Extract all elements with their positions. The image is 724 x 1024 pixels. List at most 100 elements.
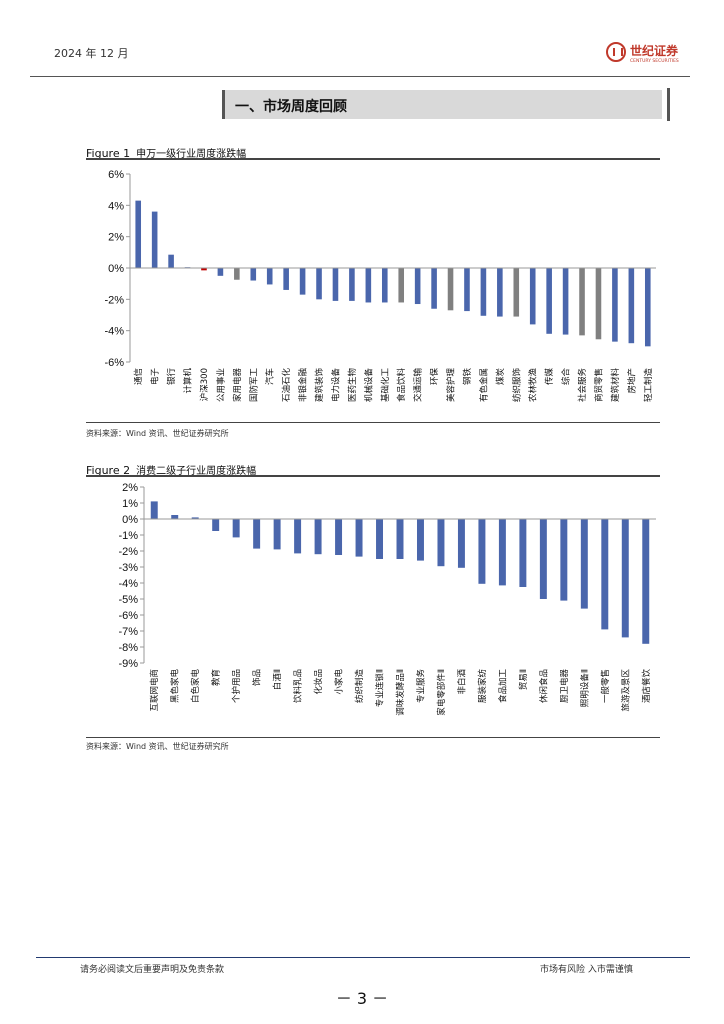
section-title: 一、市场周度回顾: [235, 99, 347, 115]
bar: [234, 268, 240, 280]
figure-1-desc: 申万一级行业周度涨跌幅: [136, 149, 247, 160]
x-tick-label: 饮料乳品: [293, 669, 304, 703]
bar: [539, 519, 547, 599]
footer-disclaimer: 请务必阅读文后重要声明及免责条款: [80, 965, 225, 975]
header-divider: [30, 76, 690, 77]
y-tick-label: 2%: [122, 482, 138, 494]
bar: [464, 268, 470, 312]
x-tick-label: 化妆品: [313, 669, 324, 695]
x-tick-label: 专业服务: [415, 669, 426, 704]
x-tick-label: 房地产: [626, 368, 637, 394]
bar: [529, 268, 536, 325]
x-tick-label: 医药生物: [347, 368, 358, 403]
figure-1-title: Figure 1 申万一级行业周度涨跌幅: [86, 145, 246, 160]
bar: [250, 268, 257, 281]
bar: [349, 268, 355, 301]
section-heading-box: 一、市场周度回顾: [222, 88, 670, 121]
x-tick-label: 计算机: [183, 368, 194, 394]
bar: [283, 268, 289, 290]
bar: [355, 519, 363, 557]
figure-2-top-rule: [86, 475, 660, 477]
bar: [447, 268, 454, 311]
bar: [398, 268, 405, 303]
figure-2-source: 资料来源：Wind 资讯、世纪证券研究所: [86, 742, 229, 751]
bar: [332, 268, 339, 301]
bar: [457, 519, 465, 568]
x-tick-label: 非银金融: [298, 368, 309, 403]
bar: [135, 200, 142, 268]
y-tick-label: -2%: [118, 546, 138, 558]
x-tick-label: 公用事业: [215, 368, 226, 402]
bar: [150, 501, 158, 519]
x-tick-label: 食品饮料: [396, 368, 407, 403]
bar: [628, 268, 635, 344]
bar: [560, 519, 568, 601]
footer-risk-note: 市场有风险 入市需谨慎: [540, 965, 633, 975]
x-tick-label: 食品加工: [497, 669, 508, 704]
x-tick-label: 有色金属: [478, 368, 489, 402]
y-tick-label: 0%: [108, 263, 124, 275]
figure-2-desc: 消费二级子行业周度涨跌幅: [136, 466, 257, 477]
logo-text: 世纪证券: [630, 44, 679, 58]
bar: [201, 268, 207, 271]
bar: [168, 254, 174, 268]
x-tick-label: 贸易Ⅱ: [518, 669, 529, 690]
bar: [335, 519, 343, 555]
bar: [381, 268, 388, 303]
y-tick-label: -9%: [118, 658, 138, 670]
x-tick-label: 家电零部件Ⅱ: [436, 669, 447, 716]
bar: [612, 268, 618, 342]
logo-emblem-icon: [606, 42, 626, 62]
y-tick-label: -2%: [104, 294, 124, 306]
bar: [414, 268, 421, 305]
x-tick-label: 机械设备: [363, 368, 374, 403]
bar: [546, 268, 552, 334]
bar: [212, 519, 220, 531]
x-tick-label: 酒店餐饮: [641, 669, 652, 704]
bar: [437, 519, 445, 567]
x-tick-label: 汽车: [265, 368, 276, 385]
bar: [316, 268, 322, 300]
x-tick-label: 农林牧渔: [528, 368, 539, 403]
x-tick-label: 白酒Ⅱ: [272, 669, 283, 690]
report-date: 2024 年 12 月: [54, 47, 129, 60]
bar: [480, 268, 487, 316]
x-tick-label: 纺织服饰: [511, 368, 522, 403]
x-tick-label: 纺织制造: [354, 669, 365, 704]
bar: [601, 519, 609, 630]
bar: [595, 268, 602, 340]
bar: [396, 519, 404, 559]
x-tick-label: 国防军工: [248, 368, 259, 403]
x-tick-label: 商贸零售: [593, 368, 604, 402]
x-tick-label: 电子: [150, 368, 161, 386]
bar: [171, 515, 179, 519]
x-tick-label: 建筑装饰: [314, 368, 325, 403]
figure-2-title: Figure 2 消费二级子行业周度涨跌幅: [86, 462, 256, 477]
x-tick-label: 交通运输: [413, 368, 424, 403]
company-logo: 世纪证券 CENTURY SECURITIES: [606, 40, 686, 70]
x-tick-label: 饰品: [252, 669, 263, 686]
bar: [217, 268, 224, 276]
bar: [431, 268, 437, 309]
bar: [580, 519, 588, 609]
x-tick-label: 美容护理: [446, 368, 457, 403]
bar: [151, 211, 158, 268]
bar: [294, 519, 302, 554]
figure-2-label: Figure 2: [86, 464, 131, 477]
bar: [299, 268, 306, 295]
x-tick-label: 银行: [166, 368, 177, 386]
figure-2-bottom-rule: [86, 737, 660, 738]
x-tick-label: 照明设备Ⅱ: [579, 669, 590, 707]
y-tick-label: -1%: [118, 530, 138, 542]
x-tick-label: 通信: [133, 368, 144, 386]
figure-1-bottom-rule: [86, 422, 660, 423]
x-tick-label: 石油石化: [281, 368, 292, 403]
y-tick-label: 0%: [122, 514, 138, 526]
x-tick-label: 旅游及景区: [620, 669, 631, 712]
x-tick-label: 沪深300: [199, 368, 210, 401]
x-tick-label: 建筑材料: [610, 368, 621, 403]
x-tick-label: 白色家电: [190, 669, 201, 704]
y-tick-label: 6%: [108, 169, 124, 181]
logo-subtext: CENTURY SECURITIES: [630, 59, 679, 64]
bar: [579, 268, 585, 336]
